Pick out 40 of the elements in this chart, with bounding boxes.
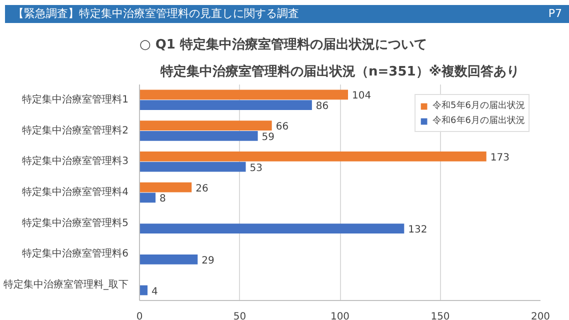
text: 【緊急調査】特定集中治療室管理料の見直しに関する調査	[13, 6, 299, 22]
bar	[140, 152, 486, 162]
chart-title: 特定集中治療室管理料の届出状況（n=351）※複数回答あり	[160, 64, 520, 80]
legend-label: 令和6年6月の届出状況	[432, 114, 525, 127]
y-tick-label: 特定集中治療室管理料3	[22, 155, 129, 168]
data-label: 86	[316, 101, 329, 112]
x-tick-label: 0	[136, 312, 143, 320]
legend-label: 令和5年6月の届出状況	[432, 100, 525, 112]
bar	[140, 131, 258, 141]
data-label: 26	[196, 183, 208, 194]
bar	[140, 254, 198, 264]
data-label: 132	[408, 224, 428, 236]
bar	[140, 182, 192, 192]
bar	[140, 224, 404, 234]
data-label: 29	[202, 255, 214, 266]
data-label: 104	[352, 90, 372, 102]
text: P7	[548, 6, 562, 22]
x-tick-label: 200	[530, 312, 550, 320]
y-tick-label: 特定集中治療室管理料5	[22, 216, 129, 229]
data-label: 59	[262, 132, 275, 143]
x-tick-label: 150	[430, 312, 450, 320]
bar	[140, 120, 272, 131]
x-tick-label: 100	[330, 312, 350, 320]
bar	[140, 192, 156, 203]
data-label: 66	[276, 122, 289, 133]
bar	[140, 100, 312, 110]
y-tick-label: 特定集中治療室管理料6	[22, 248, 129, 260]
data-label: 4	[152, 286, 158, 298]
bar	[140, 90, 348, 100]
y-tick-label: 特定集中治療室管理料_取下	[4, 278, 128, 291]
data-label: 173	[490, 152, 510, 164]
y-tick-label: 特定集中治療室管理料2	[22, 124, 129, 136]
x-tick-label: 50	[233, 312, 246, 320]
y-tick-label: 特定集中治療室管理料4	[22, 186, 129, 198]
bar	[140, 285, 148, 296]
chart-subtitle: ○ Q1 特定集中治療室管理料の届出状況について	[140, 36, 427, 52]
data-label: 53	[250, 162, 262, 174]
data-label: 8	[160, 194, 166, 205]
y-tick-label: 特定集中治療室管理料1	[22, 93, 129, 106]
bar	[140, 162, 246, 172]
